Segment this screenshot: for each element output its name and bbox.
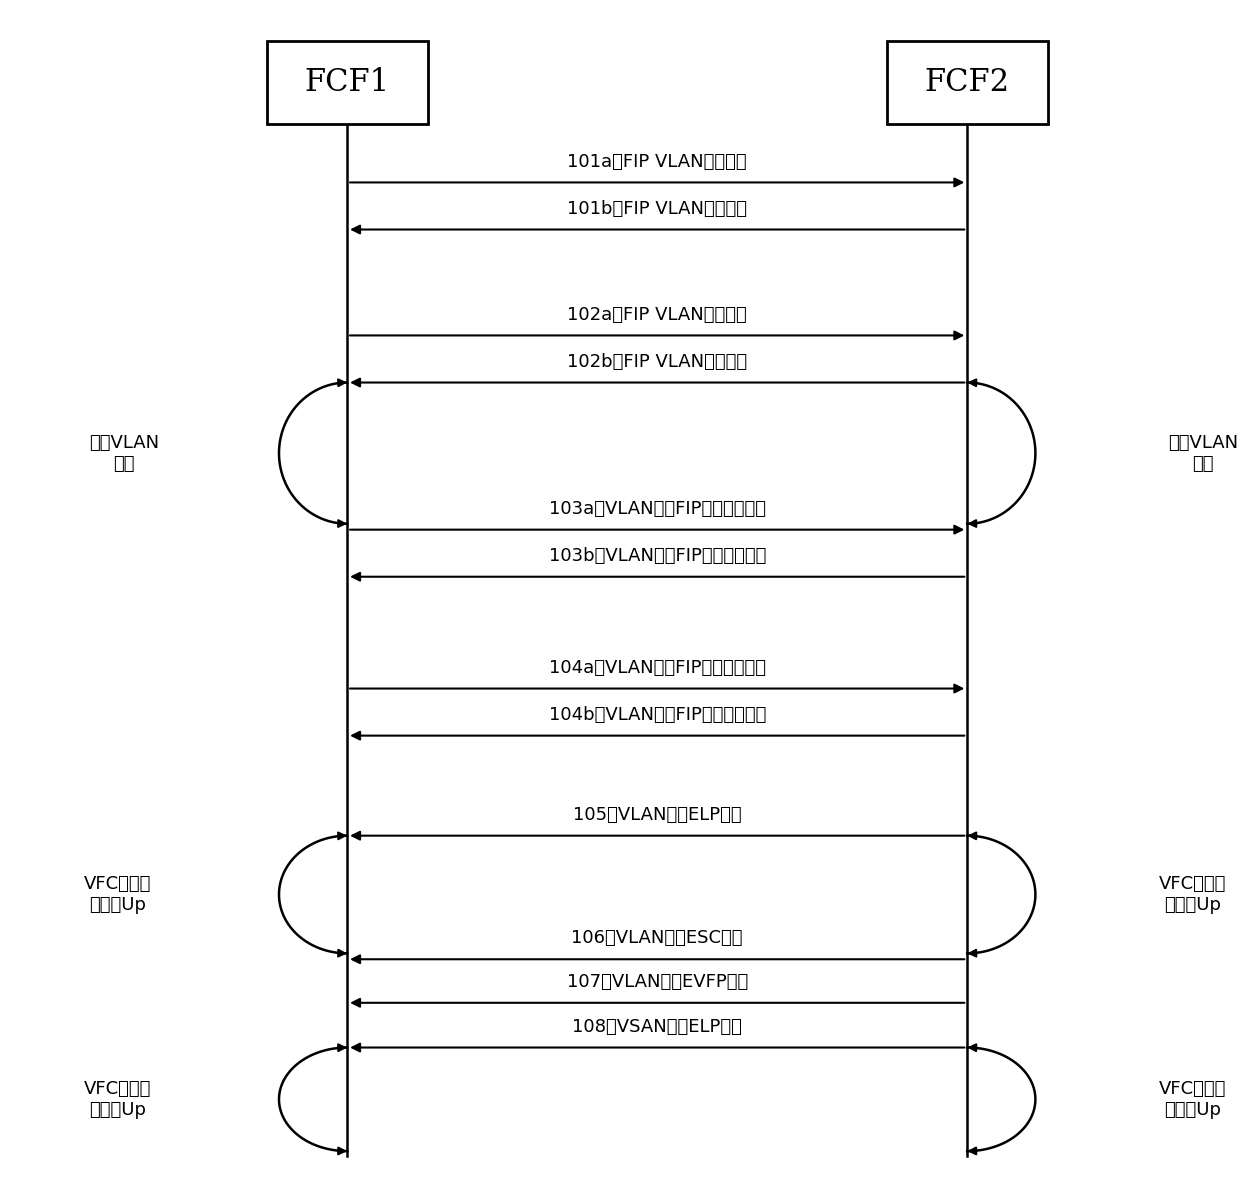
Text: 106，VLAN内的ESC协商: 106，VLAN内的ESC协商 (572, 930, 743, 947)
Text: VFC端口的
链路层Up: VFC端口的 链路层Up (84, 1080, 151, 1118)
Bar (267, 41, 428, 124)
Text: 103b，VLAN内的FIP发现请求报文: 103b，VLAN内的FIP发现请求报文 (548, 547, 766, 565)
Text: 维护VLAN
交集: 维护VLAN 交集 (89, 434, 159, 472)
Text: 103a，VLAN内的FIP发现请求报文: 103a，VLAN内的FIP发现请求报文 (549, 500, 766, 518)
Text: 107，VLAN内的EVFP协商: 107，VLAN内的EVFP协商 (567, 973, 748, 991)
Text: FCF2: FCF2 (925, 67, 1009, 98)
Text: 108，VSAN内的ELP协商: 108，VSAN内的ELP协商 (573, 1018, 742, 1036)
Text: FCF1: FCF1 (305, 67, 389, 98)
Bar (887, 41, 1048, 124)
Text: 维护VLAN
交集: 维护VLAN 交集 (1168, 434, 1238, 472)
Text: 101b，FIP VLAN请求报文: 101b，FIP VLAN请求报文 (567, 200, 748, 218)
Text: VFC端口犄
链路层Up: VFC端口犄 链路层Up (1159, 1080, 1226, 1118)
Text: 104a，VLAN内的FIP发现通告报文: 104a，VLAN内的FIP发现通告报文 (549, 659, 766, 677)
Text: 102b，FIP VLAN通告报文: 102b，FIP VLAN通告报文 (567, 353, 748, 371)
Text: 104b，VLAN内犄FIP发现通告报文: 104b，VLAN内犄FIP发现通告报文 (548, 706, 766, 724)
Text: 101a，FIP VLAN请求报文: 101a，FIP VLAN请求报文 (568, 153, 746, 171)
Text: 105，VLAN内的ELP协商: 105，VLAN内的ELP协商 (573, 806, 742, 824)
Text: 102a，FIP VLAN通告报文: 102a，FIP VLAN通告报文 (568, 306, 746, 324)
Text: VFC端口的
物理层Up: VFC端口的 物理层Up (1159, 876, 1226, 913)
Text: VFC端口的
物理层Up: VFC端口的 物理层Up (84, 876, 151, 913)
